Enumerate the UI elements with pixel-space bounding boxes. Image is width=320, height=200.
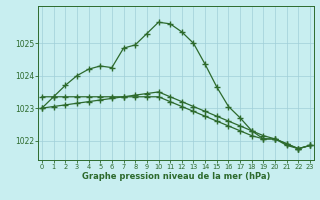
X-axis label: Graphe pression niveau de la mer (hPa): Graphe pression niveau de la mer (hPa) <box>82 172 270 181</box>
